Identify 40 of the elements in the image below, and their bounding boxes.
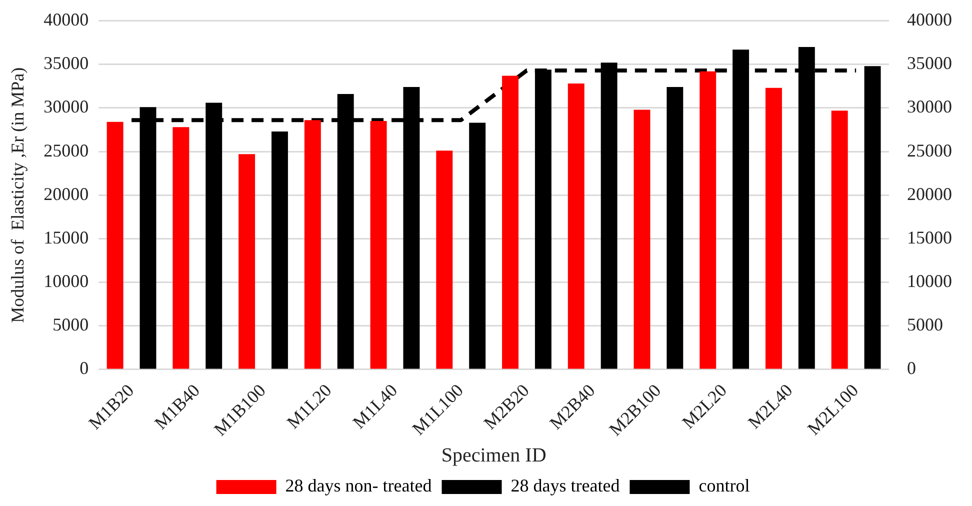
y-tick-label: 10000 <box>44 271 89 292</box>
bar <box>831 110 848 369</box>
bar <box>106 122 124 369</box>
y-tick-label: 0 <box>80 358 89 378</box>
bar <box>766 88 782 369</box>
bar <box>272 132 288 369</box>
bar <box>568 84 584 369</box>
bar <box>732 50 750 369</box>
y2-tick-label: 10000 <box>907 271 952 292</box>
y-tick-label: 5000 <box>52 314 89 335</box>
y2-tick-label: 5000 <box>907 314 943 335</box>
y2-tick-label: 20000 <box>907 184 952 204</box>
y-tick-label: 15000 <box>44 227 89 248</box>
y2-tick-label: 30000 <box>907 96 952 117</box>
y2-tick-label: 25000 <box>907 140 952 160</box>
y-axis-title: Modulus of Elasticity ,Er (in MPa) <box>8 67 28 323</box>
legend-label: 28 days non- treated <box>285 476 432 496</box>
y-tick-label: 20000 <box>44 184 89 204</box>
y2-tick-label: 40000 <box>907 10 952 30</box>
y2-tick-label: 0 <box>907 358 916 378</box>
bar <box>370 121 387 369</box>
y-tick-label: 35000 <box>44 53 89 74</box>
bar <box>469 122 486 369</box>
y-tick-label: 25000 <box>44 140 89 160</box>
y-tick-label: 40000 <box>44 10 89 30</box>
legend-label: 28 days treated <box>510 476 620 496</box>
bar <box>172 127 190 369</box>
bar <box>304 120 321 369</box>
bar <box>502 76 518 369</box>
bar <box>700 71 716 369</box>
y2-tick-label: 35000 <box>907 53 952 74</box>
legend-label: control <box>698 476 750 496</box>
x-axis-title: Specimen ID <box>441 444 546 466</box>
bar <box>634 110 650 369</box>
y-tick-label: 30000 <box>44 96 89 117</box>
bar <box>666 87 684 369</box>
bar <box>436 150 453 369</box>
bar <box>864 66 881 369</box>
y2-tick-label: 15000 <box>907 227 952 248</box>
bar <box>238 154 256 369</box>
